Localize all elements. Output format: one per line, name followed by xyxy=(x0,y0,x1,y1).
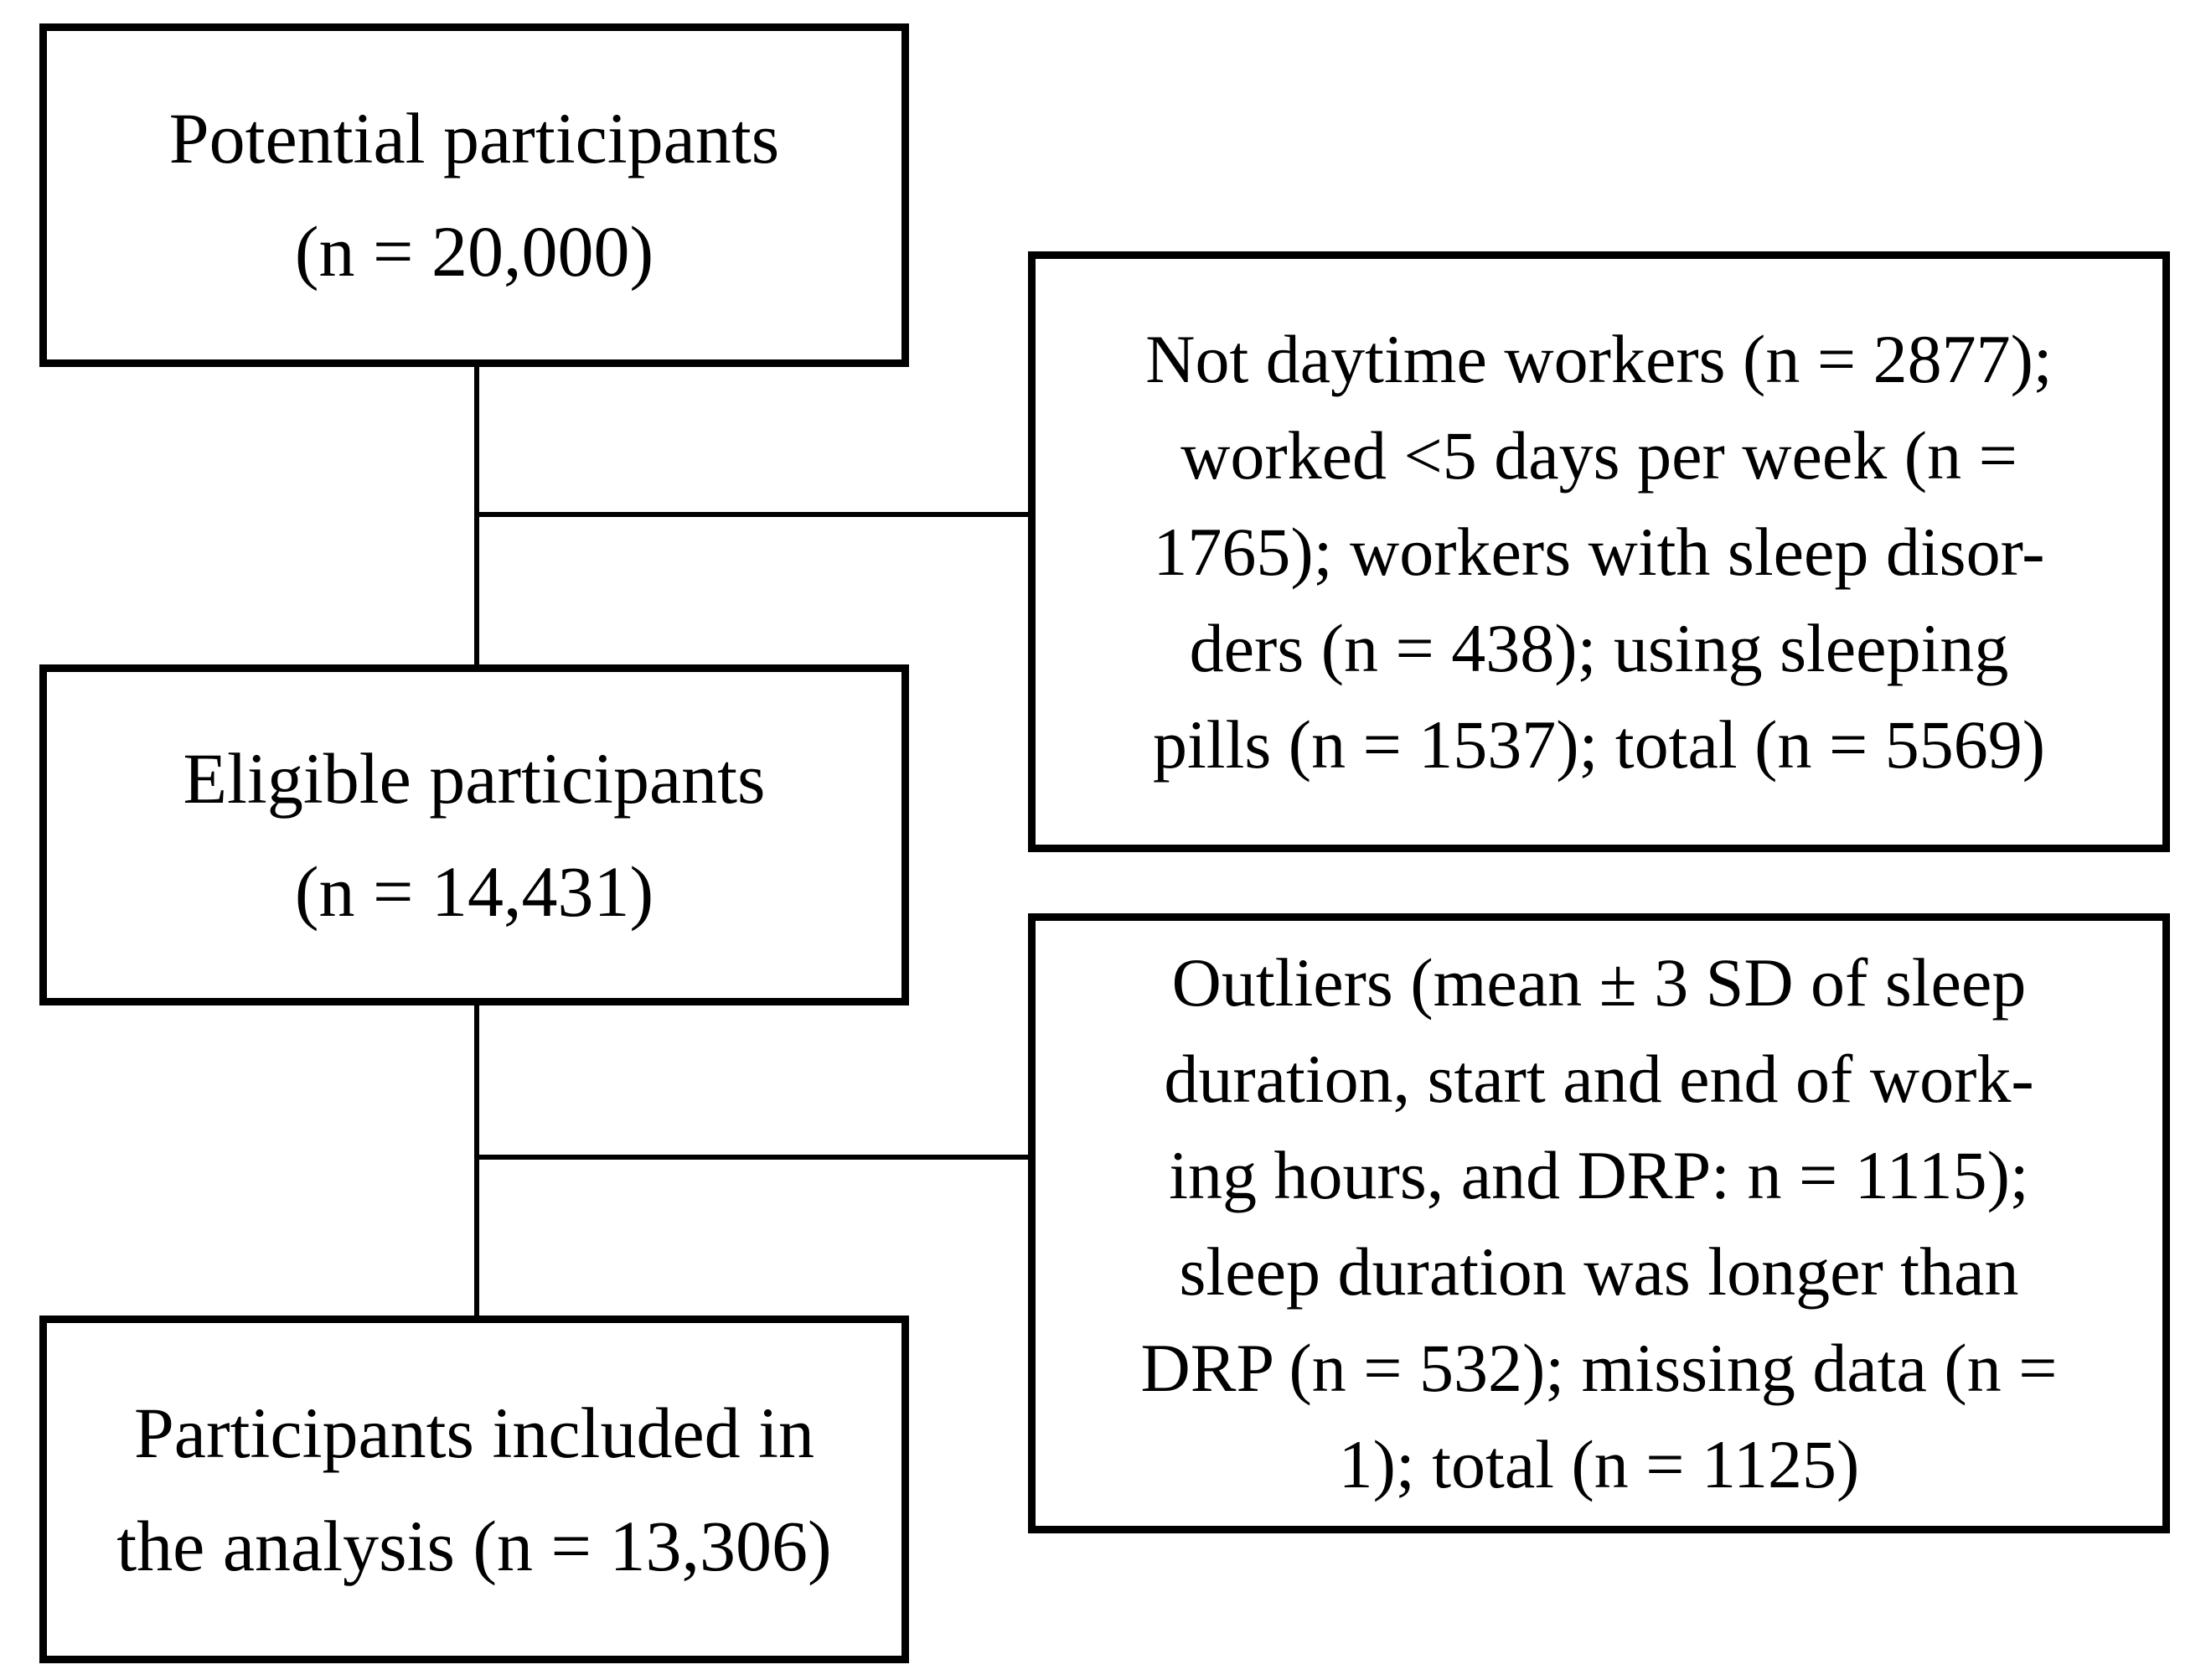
box-text-line: worked <5 days per week (n = xyxy=(1180,417,2017,494)
connector-vertical-1 xyxy=(474,367,479,667)
box-text-line: Potential participants xyxy=(168,98,780,178)
box-text-line: 1); total (n = 1125) xyxy=(1338,1426,1860,1502)
box-text-line: Outliers (mean ± 3 SD of sleep xyxy=(1171,944,2027,1021)
box-exclusions-step-1: Not daytime workers (n = 2877); worked <… xyxy=(1028,251,2170,852)
box-text-line: Eligible participants xyxy=(183,737,766,819)
connector-vertical-2 xyxy=(474,1005,479,1318)
box-text-line: (n = 20,000) xyxy=(294,211,654,292)
box-participants-included: Participants included in the analysis (n… xyxy=(39,1316,909,1663)
box-text-line: the analysis (n = 13,306) xyxy=(116,1505,832,1586)
box-text-line: sleep duration was longer than xyxy=(1179,1233,2019,1310)
box-text-line: pills (n = 1537); total (n = 5569) xyxy=(1153,706,2045,783)
box-potential-participants: Potential participants (n = 20,000) xyxy=(39,23,909,367)
box-text-line: DRP (n = 532); missing data (n = xyxy=(1140,1330,2058,1406)
box-text-line: 1765); workers with sleep disor- xyxy=(1153,514,2045,590)
connector-branch-2 xyxy=(477,1155,1028,1160)
box-text-line: duration, start and end of work- xyxy=(1164,1041,2034,1117)
box-exclusions-step-2: Outliers (mean ± 3 SD of sleep duration,… xyxy=(1028,913,2170,1533)
box-eligible-participants: Eligible participants (n = 14,431) xyxy=(39,664,909,1005)
box-text-line: ing hours, and DRP: n = 1115); xyxy=(1169,1137,2029,1213)
box-text-line: Not daytime workers (n = 2877); xyxy=(1145,321,2053,397)
connector-branch-1 xyxy=(477,512,1028,517)
box-text-line: Participants included in xyxy=(133,1392,815,1473)
box-text-line: (n = 14,431) xyxy=(294,850,654,932)
box-text-line: ders (n = 438); using sleeping xyxy=(1189,610,2009,686)
